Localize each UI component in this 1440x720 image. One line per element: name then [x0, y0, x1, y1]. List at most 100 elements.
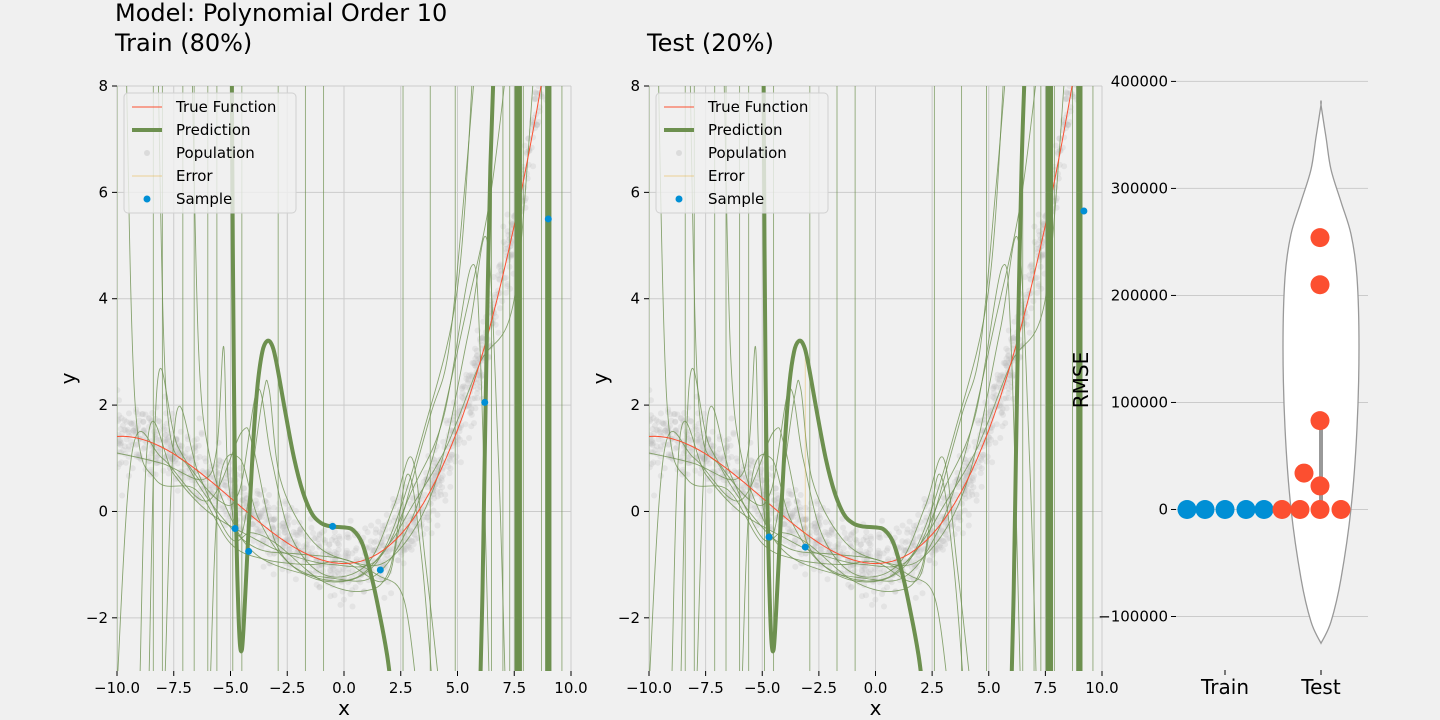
population-point [679, 468, 686, 475]
population-point [474, 380, 480, 387]
x-tick-label: 0.0 [332, 679, 356, 697]
population-point [345, 550, 352, 557]
population-point [986, 441, 992, 448]
population-point [665, 406, 672, 413]
population-point [657, 410, 664, 417]
population-point [436, 478, 443, 485]
population-point [1024, 313, 1030, 320]
population-point [908, 529, 915, 536]
population-point [785, 525, 791, 532]
population-point [430, 507, 437, 514]
population-point [936, 542, 943, 549]
population-point [436, 482, 443, 489]
x-tick-label: −10.0 [94, 679, 140, 697]
population-point [313, 581, 320, 588]
population-point [228, 487, 235, 494]
population-point [743, 474, 749, 481]
legend-swatch-sample [143, 195, 151, 203]
sample-point [245, 547, 253, 555]
population-point [800, 516, 807, 523]
population-point [118, 415, 125, 422]
population-point [472, 362, 478, 369]
population-point [133, 409, 140, 416]
population-point [130, 420, 137, 427]
population-point [997, 435, 1004, 441]
x-tick-label: 2.5 [389, 679, 413, 697]
population-point [327, 568, 334, 575]
population-point [474, 385, 481, 392]
population-point [434, 463, 441, 470]
population-point [940, 494, 947, 501]
population-point [286, 542, 293, 549]
population-point [846, 536, 853, 543]
population-point [939, 526, 946, 533]
population-point [459, 395, 466, 401]
population-point [967, 478, 974, 485]
population-point [145, 454, 152, 461]
population-point [297, 527, 304, 534]
population-point [717, 455, 724, 462]
population-point [653, 417, 660, 424]
population-point [349, 567, 356, 574]
population-point [447, 483, 454, 490]
population-point [871, 568, 878, 575]
population-point [963, 459, 970, 466]
population-point [477, 374, 484, 381]
population-point [249, 521, 256, 528]
population-point [336, 566, 343, 573]
population-point [254, 522, 261, 529]
population-point [292, 576, 299, 583]
population-point [900, 547, 907, 553]
sample-point [481, 398, 489, 406]
population-point [327, 593, 334, 600]
population-point [998, 410, 1005, 416]
population-point [268, 516, 275, 523]
population-point [216, 457, 223, 464]
population-point [474, 390, 481, 396]
population-point [353, 556, 360, 563]
population-point [140, 411, 146, 417]
population-point [1039, 230, 1046, 237]
population-point [172, 476, 179, 482]
population-point [787, 539, 794, 546]
sample-point [1080, 207, 1088, 215]
population-point [502, 274, 509, 281]
population-point [155, 437, 162, 444]
population-point [649, 464, 653, 471]
population-point [884, 545, 891, 552]
x-tick-label: −7.5 [156, 679, 192, 697]
population-point [1000, 411, 1006, 418]
population-point [437, 491, 444, 498]
population-point [122, 459, 129, 466]
population-point [172, 456, 179, 463]
y-tick-label: 2 [630, 396, 640, 414]
population-point [670, 411, 677, 418]
population-point [205, 469, 212, 475]
population-point [117, 438, 123, 445]
population-point [847, 543, 854, 550]
population-point [790, 514, 797, 521]
population-point [714, 450, 721, 457]
population-point [747, 477, 754, 484]
population-point [316, 583, 323, 590]
x-tick-label: −2.5 [269, 679, 305, 697]
population-point [970, 477, 976, 484]
train-rmse-point [1177, 499, 1197, 519]
population-point [802, 571, 809, 578]
population-point [876, 531, 883, 538]
population-point [449, 451, 456, 458]
bootstrap-fit-line [191, 86, 505, 582]
population-point [410, 541, 417, 548]
population-point [728, 453, 735, 460]
sample-point [329, 522, 337, 530]
population-point [900, 556, 907, 563]
population-point [468, 423, 475, 430]
population-point [752, 490, 759, 497]
population-point [818, 542, 825, 549]
population-point [908, 564, 915, 571]
population-point [995, 380, 1002, 387]
population-point [657, 446, 664, 453]
population-point [959, 530, 966, 537]
population-point [792, 563, 799, 570]
population-point [735, 469, 742, 476]
